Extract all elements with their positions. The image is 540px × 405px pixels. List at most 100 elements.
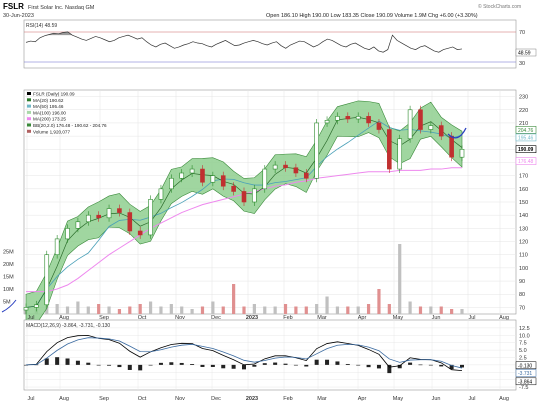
x-axis-label: Jun — [432, 396, 441, 402]
candle-body — [148, 199, 153, 236]
price-tick: 150 — [519, 200, 528, 206]
x-axis-label: 2023 — [246, 396, 258, 402]
macd-value-tag — [515, 369, 537, 377]
price-tick: 100 — [519, 266, 528, 272]
candle-body — [220, 175, 226, 187]
macd-histogram-bar — [376, 364, 381, 369]
macd-tick: 7.5 — [519, 341, 527, 347]
volume-bar — [325, 296, 329, 314]
macd-histogram-bar — [252, 364, 257, 367]
candle-body — [303, 172, 309, 179]
volume-bar — [128, 306, 132, 314]
macd-histogram-bar — [356, 364, 361, 366]
candle-body — [23, 307, 29, 311]
macd-histogram-bar — [44, 358, 49, 365]
price-value-tag-text: 176.48 — [518, 159, 534, 165]
candle-body — [54, 238, 60, 256]
volume-bar — [263, 306, 267, 314]
volume-bar — [232, 284, 236, 314]
candle-body — [65, 228, 70, 240]
rsi-panel: RSI(14) 48.59 70 30 48.59 — [23, 19, 537, 69]
volume-bar — [356, 306, 360, 314]
candle-body — [210, 175, 216, 183]
x-axis-label: Jul — [27, 396, 34, 402]
volume-bar — [159, 306, 163, 314]
volume-bar — [377, 289, 381, 314]
legend-entry: MA(20) 190.62 — [33, 98, 64, 103]
macd-histogram-bar — [148, 364, 153, 366]
volume-bar — [418, 306, 423, 314]
volume-bar — [346, 306, 350, 314]
volume-bar — [211, 301, 215, 314]
x-axis-label-mid: Nov — [175, 315, 185, 321]
legend-swatch — [27, 123, 31, 127]
price-tick: 160 — [519, 187, 528, 193]
macd-histogram-bar — [325, 359, 330, 365]
macd-histogram-bar — [221, 364, 226, 369]
candle-body — [428, 125, 434, 130]
macd-label: MACD(12,26,9) -3.864, -3.731, -0.130 — [26, 323, 110, 329]
macd-histogram-bar — [397, 364, 402, 369]
volume-bar — [242, 306, 246, 314]
volume-bar — [138, 304, 142, 314]
price-tick: 80 — [519, 292, 525, 298]
candle-body — [189, 168, 195, 174]
volume-tick: 15M — [3, 275, 14, 281]
annotation-mark-left — [1, 299, 17, 313]
rsi-overbought-fill — [26, 31, 462, 36]
volume-tick: 5M — [3, 300, 11, 306]
candle-body — [241, 191, 247, 203]
candle-body — [137, 230, 143, 236]
macd-histogram-bar — [408, 362, 413, 365]
volume-bar — [439, 306, 443, 314]
macd-signal-line — [25, 337, 463, 369]
candle-body — [449, 135, 454, 158]
candle-body — [397, 138, 403, 170]
price-tick: 170 — [519, 174, 528, 180]
macd-histogram-bar — [345, 363, 350, 365]
x-axis-labels-mid: Jul Aug Sep Oct Nov Dec 2023 Feb Mar Apr May Jun Jul… — [27, 315, 508, 321]
volume-bar — [294, 306, 298, 314]
candle-body — [459, 148, 465, 158]
macd-histogram-bar — [304, 364, 309, 367]
volume-bar — [283, 304, 288, 314]
ticker-symbol: FSLR — [3, 2, 24, 11]
volume-bar — [398, 244, 402, 314]
volume-tick: 10M — [3, 287, 14, 293]
macd-histogram-bar — [231, 364, 236, 369]
x-axis-label-mid: Jun — [432, 315, 441, 321]
macd-histogram-bar — [210, 364, 215, 367]
volume-bar — [55, 304, 59, 314]
price-tick: 140 — [519, 213, 528, 219]
price-value-tag-text: 204.76 — [518, 128, 534, 134]
macd-value-tag-text: -0.130 — [518, 363, 532, 369]
macd-tick: 2.5 — [519, 355, 527, 361]
x-axis-label-mid: 2023 — [246, 315, 258, 321]
x-axis-label: Apr — [358, 396, 367, 402]
candle-body — [44, 254, 50, 306]
macd-histogram-bar — [293, 364, 298, 366]
x-axis-labels: Jul Aug Sep Oct Nov Dec 2023 Feb Mar Apr May Jun Jul… — [27, 396, 508, 402]
legend-swatch — [27, 110, 31, 114]
price-value-tag-text: 195.46 — [518, 135, 534, 141]
candle-body — [438, 125, 444, 137]
volume-bar — [315, 304, 319, 314]
macd-histogram-bar — [55, 357, 60, 365]
x-axis-label: Dec — [211, 396, 221, 402]
price-value-tag — [515, 157, 537, 165]
macd-tick: 12.5 — [519, 326, 530, 332]
volume-bar — [169, 304, 173, 314]
macd-histogram-bar — [366, 364, 371, 368]
macd-frame — [23, 319, 517, 391]
candle-body — [262, 168, 268, 190]
volume-bar — [450, 309, 454, 314]
chart-date: 30-Jun-2023 — [3, 13, 34, 19]
rsi-label: RSI(14) 48.59 — [26, 23, 57, 29]
price-value-tag — [515, 133, 537, 142]
candle-body — [324, 120, 330, 124]
candle-body — [355, 116, 361, 120]
price-candles — [23, 105, 465, 314]
price-tick: 90 — [519, 279, 525, 285]
x-axis-label-mid: Oct — [138, 315, 147, 321]
